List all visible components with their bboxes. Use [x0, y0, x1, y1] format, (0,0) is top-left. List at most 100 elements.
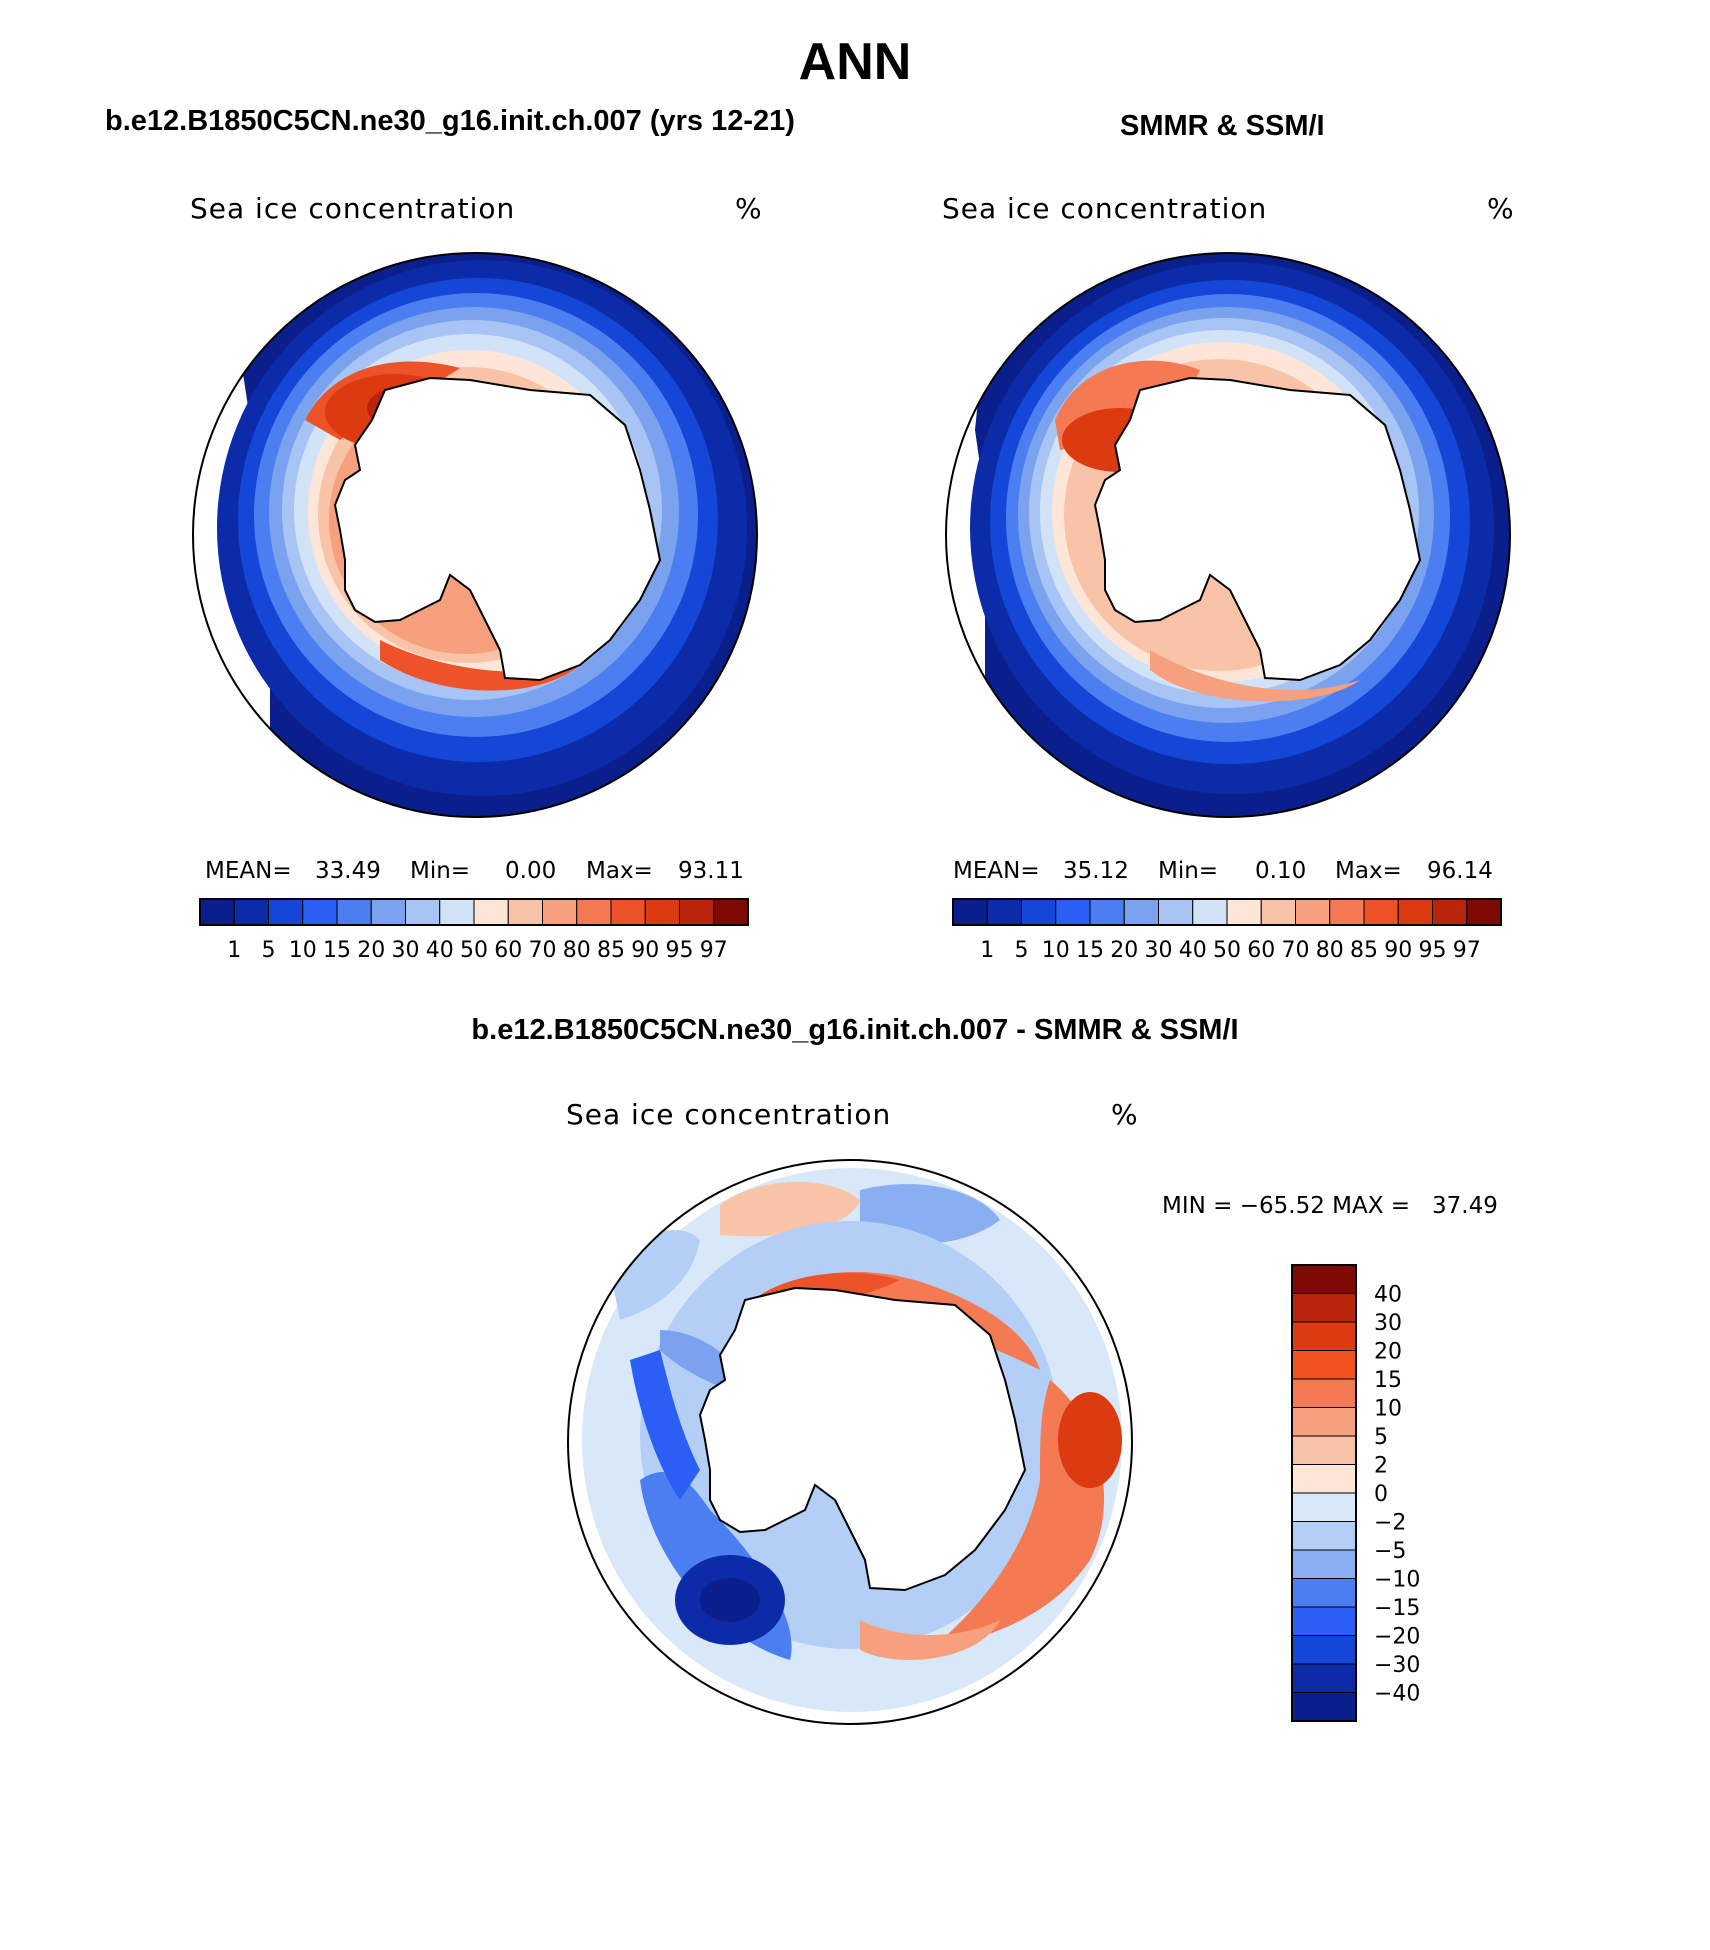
- obs-colorbar-swatch: [1123, 898, 1159, 926]
- model-colorbar-tick-label: 40: [426, 938, 454, 963]
- diff-panel-subtitle: b.e12.B1850C5CN.ne30_g16.init.ch.007 - S…: [471, 1014, 1239, 1046]
- obs-colorbar-swatch: [1363, 898, 1399, 926]
- model-colorbar-tick-label: 60: [494, 938, 522, 963]
- diff-colorbar-swatch: [1291, 1464, 1357, 1494]
- diff-map: [567, 1159, 1133, 1725]
- model-max-value: 93.11: [678, 858, 744, 884]
- obs-colorbar-swatch: [1089, 898, 1125, 926]
- model-colorbar-tick-label: 15: [323, 938, 351, 963]
- obs-map: [945, 252, 1511, 818]
- diff-colorbar-tick-label: −15: [1374, 1596, 1420, 1621]
- diff-units-label: %: [1111, 1098, 1139, 1131]
- diff-colorbar-swatch: [1291, 1606, 1357, 1636]
- model-colorbar-swatch: [610, 898, 646, 926]
- diff-colorbar-swatch: [1291, 1407, 1357, 1437]
- model-colorbar-swatch: [507, 898, 543, 926]
- model-max-label: Max=: [586, 858, 653, 884]
- model-colorbar-swatch: [713, 898, 749, 926]
- diff-colorbar-tick-label: −10: [1374, 1568, 1420, 1593]
- obs-mean-label: MEAN=: [953, 858, 1040, 884]
- obs-colorbar-tick-label: 97: [1453, 938, 1481, 963]
- model-colorbar-swatch: [473, 898, 509, 926]
- obs-colorbar-swatch: [1432, 898, 1468, 926]
- model-colorbar-swatch: [439, 898, 475, 926]
- model-min-value: 0.00: [505, 858, 557, 884]
- model-colorbar: 1 5 10 15 20 30 40 50 60 70 80 85 90 95 97: [199, 898, 749, 963]
- diff-colorbar-swatch: [1291, 1692, 1357, 1722]
- obs-colorbar-swatch: [1260, 898, 1296, 926]
- diff-colorbar-swatch: [1291, 1549, 1357, 1579]
- diff-colorbar-tick-label: 10: [1374, 1397, 1402, 1422]
- obs-colorbar-swatch: [1055, 898, 1091, 926]
- obs-min-value: 0.10: [1255, 858, 1307, 884]
- diff-colorbar-tick-label: 15: [1374, 1368, 1402, 1393]
- diff-colorbar-swatch: [1291, 1663, 1357, 1693]
- obs-colorbar-swatch: [952, 898, 988, 926]
- diff-colorbar-tick-label: −2: [1374, 1511, 1406, 1536]
- diff-colorbar-swatch: [1291, 1435, 1357, 1465]
- model-colorbar-tick-label: 1: [227, 938, 241, 963]
- diff-colorbar-swatch: [1291, 1578, 1357, 1608]
- obs-colorbar-tick-label: 15: [1076, 938, 1104, 963]
- model-colorbar-tick-label: 97: [700, 938, 728, 963]
- diff-colorbar-tick-label: 20: [1374, 1340, 1402, 1365]
- obs-colorbar-swatch: [1192, 898, 1228, 926]
- diff-colorbar-swatch: [1291, 1635, 1357, 1665]
- obs-colorbar-swatch: [1021, 898, 1057, 926]
- obs-colorbar-tick-label: 1: [980, 938, 994, 963]
- obs-colorbar-tick-label: 10: [1042, 938, 1070, 963]
- obs-colorbar-swatch: [1158, 898, 1194, 926]
- model-colorbar-swatch: [302, 898, 338, 926]
- obs-colorbar-tick-label: 5: [1015, 938, 1029, 963]
- model-colorbar-tick-label: 30: [392, 938, 420, 963]
- model-map: [192, 252, 758, 818]
- obs-colorbar-tick-label: 50: [1213, 938, 1241, 963]
- diff-colorbar-tick-label: −5: [1374, 1539, 1406, 1564]
- model-colorbar-swatch: [233, 898, 269, 926]
- obs-colorbar-tick-label: 70: [1282, 938, 1310, 963]
- diff-minmax-label: MIN = −65.52 MAX = 37.49: [1162, 1193, 1498, 1219]
- model-colorbar-tick-label: 90: [631, 938, 659, 963]
- model-colorbar-tick-label: 80: [563, 938, 591, 963]
- diff-colorbar-swatch: [1291, 1492, 1357, 1522]
- model-colorbar-tick-label: 10: [289, 938, 317, 963]
- model-colorbar-tick-label: 50: [460, 938, 488, 963]
- obs-mean-value: 35.12: [1063, 858, 1129, 884]
- obs-colorbar-tick-label: 30: [1145, 938, 1173, 963]
- obs-colorbar-tick-label: 90: [1384, 938, 1412, 963]
- model-colorbar-tick-label: 95: [666, 938, 694, 963]
- obs-colorbar-swatch: [1226, 898, 1262, 926]
- obs-colorbar-tick-label: 85: [1350, 938, 1378, 963]
- diff-colorbar-tick-label: −40: [1374, 1682, 1420, 1707]
- obs-colorbar-swatch: [1295, 898, 1331, 926]
- model-colorbar-swatch: [199, 898, 235, 926]
- obs-colorbar-tick-label: 20: [1110, 938, 1138, 963]
- diff-colorbar-tick-label: 0: [1374, 1482, 1388, 1507]
- model-colorbar-swatch: [679, 898, 715, 926]
- model-colorbar-swatch: [370, 898, 406, 926]
- diff-variable-label: Sea ice concentration: [566, 1098, 892, 1131]
- model-min-label: Min=: [410, 858, 471, 884]
- obs-colorbar-tick-label: 80: [1316, 938, 1344, 963]
- obs-units-label: %: [1487, 192, 1515, 225]
- diff-colorbar-tick-label: −30: [1374, 1653, 1420, 1678]
- model-colorbar-swatch: [268, 898, 304, 926]
- diff-colorbar-swatch: [1291, 1264, 1357, 1294]
- model-mean-value: 33.49: [315, 858, 381, 884]
- obs-min-label: Min=: [1158, 858, 1219, 884]
- model-units-label: %: [735, 192, 763, 225]
- diff-colorbar-swatch: [1291, 1378, 1357, 1408]
- obs-max-value: 96.14: [1427, 858, 1493, 884]
- model-mean-label: MEAN=: [205, 858, 292, 884]
- obs-colorbar-tick-label: 60: [1247, 938, 1275, 963]
- model-colorbar-swatch: [336, 898, 372, 926]
- obs-colorbar-tick-label: 95: [1419, 938, 1447, 963]
- figure-title: ANN: [798, 33, 912, 91]
- model-colorbar-tick-label: 20: [357, 938, 385, 963]
- diff-colorbar-tick-label: 30: [1374, 1311, 1402, 1336]
- obs-colorbar-swatch: [986, 898, 1022, 926]
- diff-colorbar-swatch: [1291, 1321, 1357, 1351]
- model-colorbar-swatch: [405, 898, 441, 926]
